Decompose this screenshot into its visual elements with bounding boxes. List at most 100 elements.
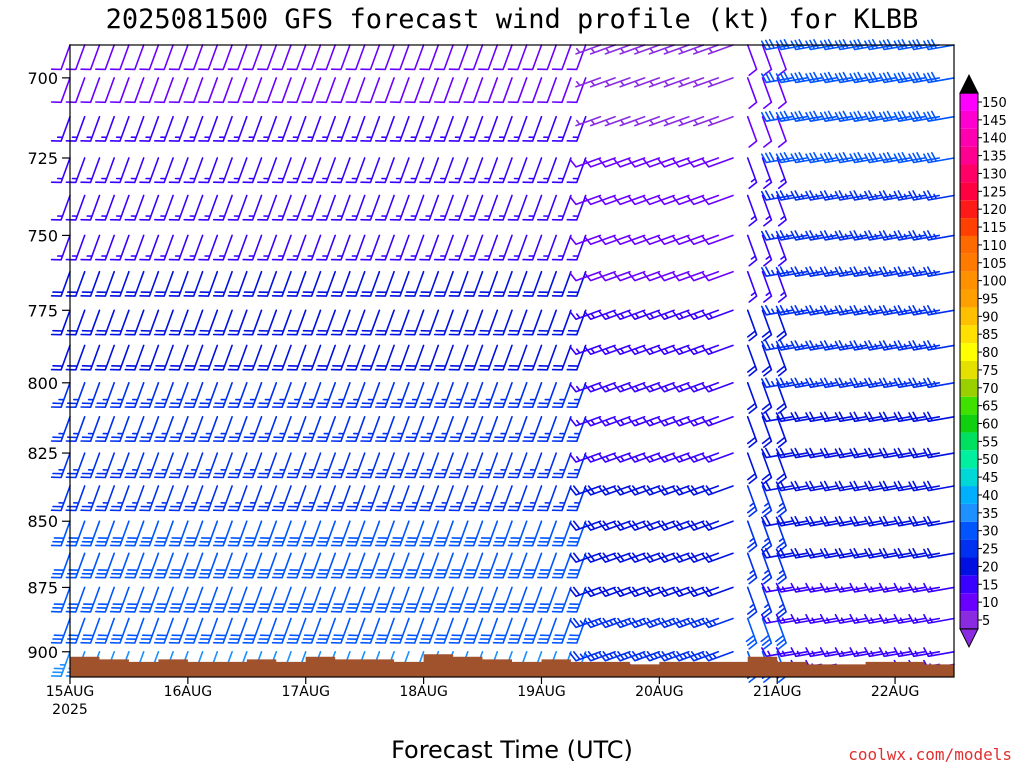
wind-barb: [360, 44, 381, 71]
wind-barb-path: [124, 344, 145, 371]
wind-barb-path: [168, 617, 189, 644]
wind-barb-path: [551, 382, 572, 408]
wind-barb-path: [124, 382, 145, 408]
wind-barb-path: [522, 520, 543, 547]
wind-barb-path: [50, 115, 71, 142]
wind-barb: [154, 234, 174, 261]
wind-barb: [168, 234, 189, 261]
wind-barb: [575, 115, 602, 127]
y-tick-label: 850: [27, 512, 58, 531]
wind-barb-path: [139, 309, 160, 336]
wind-barb: [301, 44, 322, 71]
wind-barb-path: [242, 115, 263, 142]
wind-barb-path: [448, 344, 469, 371]
wind-barb-path: [537, 344, 557, 371]
wind-barb-path: [701, 309, 734, 320]
wind-barb: [584, 416, 616, 427]
wind-barb: [701, 452, 734, 463]
wind-barb: [522, 552, 543, 579]
wind-barb: [345, 234, 366, 261]
wind-barb: [628, 520, 661, 531]
wind-barb: [139, 344, 160, 371]
wind-barb: [183, 485, 204, 512]
colorbar-swatch: [960, 432, 978, 451]
wind-barb-path: [271, 382, 292, 408]
wind-barb: [212, 270, 233, 297]
wind-barb: [507, 194, 528, 221]
wind-barb-path: [678, 115, 705, 127]
wind-barb-path: [154, 617, 174, 644]
wind-barb: [566, 270, 587, 297]
wind-barb-path: [198, 452, 219, 479]
wind-barb: [95, 44, 115, 71]
wind-barb-path: [628, 485, 661, 496]
wind-barb-path: [345, 617, 366, 644]
wind-barb: [271, 270, 292, 297]
wind-barb-path: [419, 270, 440, 297]
wind-barb-path: [628, 309, 661, 320]
wind-barb-path: [569, 520, 602, 531]
wind-barb: [65, 552, 86, 579]
wind-barb-path: [761, 234, 773, 267]
wind-barb-path: [463, 586, 484, 613]
wind-barb-path: [198, 344, 219, 371]
wind-barb-path: [301, 552, 322, 579]
wind-barb: [628, 485, 661, 496]
wind-barb: [139, 552, 160, 579]
wind-barb: [168, 416, 189, 442]
colorbar-min-arrow: [959, 628, 979, 649]
wind-barb-path: [198, 552, 219, 579]
colorbar-label: 80: [982, 346, 999, 361]
wind-barb: [433, 157, 454, 184]
wind-barb-path: [109, 115, 130, 142]
wind-barb: [433, 270, 454, 297]
wind-barb-path: [80, 234, 101, 261]
wind-barb: [701, 651, 734, 662]
wind-barb: [242, 44, 263, 71]
wind-barb-path: [227, 344, 248, 371]
wind-barb-path: [776, 552, 787, 585]
wind-barb-path: [242, 344, 263, 371]
wind-barb-path: [507, 44, 528, 71]
wind-barb: [168, 194, 189, 221]
wind-barb: [419, 157, 440, 184]
wind-barb: [183, 344, 204, 371]
wind-barb-path: [168, 44, 189, 71]
wind-barb: [345, 617, 366, 644]
wind-barb: [478, 44, 499, 71]
wind-barb: [183, 586, 204, 613]
wind-barb: [569, 586, 602, 598]
wind-barb-path: [345, 194, 366, 221]
colorbar-swatch: [960, 593, 978, 612]
wind-barb: [198, 44, 219, 71]
wind-barb-path: [330, 586, 351, 613]
wind-barb: [707, 77, 734, 88]
wind-barb-path: [663, 115, 690, 127]
wind-barb: [95, 485, 115, 512]
wind-barb: [183, 452, 204, 479]
wind-barb: [124, 586, 145, 613]
wind-barb-path: [242, 194, 263, 221]
wind-barb-path: [551, 194, 572, 221]
colorbar-label: 50: [982, 453, 999, 468]
wind-barb-path: [65, 270, 86, 297]
wind-barb-path: [139, 485, 160, 512]
wind-barb-path: [584, 617, 616, 629]
wind-barb-path: [50, 77, 71, 104]
wind-barb-path: [257, 452, 278, 479]
wind-barb-path: [65, 194, 86, 221]
wind-barb: [693, 115, 720, 127]
wind-barb: [522, 416, 543, 442]
wind-barb: [345, 344, 366, 371]
wind-barb: [492, 586, 513, 613]
wind-barb: [678, 77, 705, 88]
wind-barb: [286, 77, 307, 104]
wind-barb: [330, 452, 351, 479]
wind-barb-path: [923, 71, 955, 84]
wind-barb: [389, 115, 410, 142]
wind-barb-path: [198, 115, 219, 142]
wind-barb: [316, 382, 336, 408]
wind-barb-path: [301, 44, 322, 71]
wind-barb: [537, 416, 557, 442]
wind-barb: [183, 77, 204, 104]
